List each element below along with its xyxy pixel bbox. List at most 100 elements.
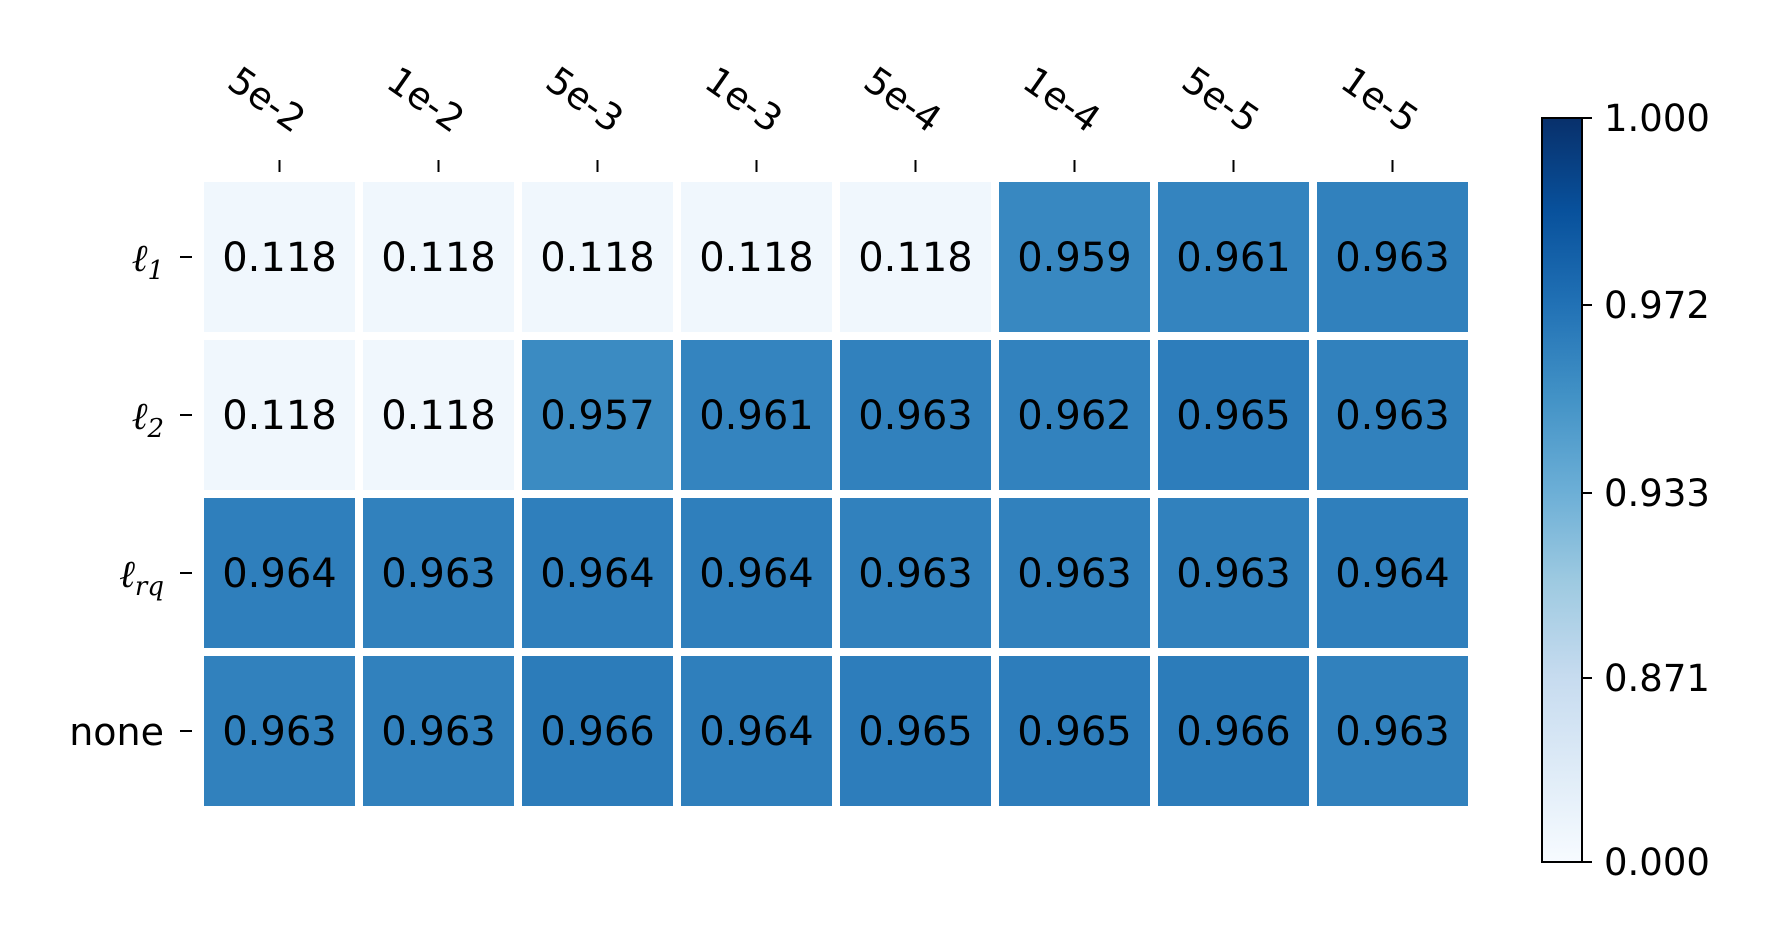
cell-value-label: 0.963 <box>858 551 973 597</box>
heatmap-cell: 0.963 <box>1158 498 1309 648</box>
cell-value-label: 0.118 <box>540 235 655 281</box>
cell-value-label: 0.962 <box>1017 393 1132 439</box>
heatmap-cell: 0.957 <box>522 340 673 490</box>
heatmap-cell: 0.965 <box>999 656 1150 806</box>
cell-rect <box>363 656 514 806</box>
cell-rect <box>999 340 1150 490</box>
y-tick-label-sub: rq <box>135 572 164 602</box>
heatmap-cell: 0.963 <box>204 656 355 806</box>
heatmap-cell: 0.963 <box>363 498 514 648</box>
cell-rect <box>840 182 991 332</box>
cell-rect <box>1158 182 1309 332</box>
cell-value-label: 0.963 <box>1335 393 1450 439</box>
heatmap-cell: 0.963 <box>363 656 514 806</box>
cell-value-label: 0.963 <box>1335 709 1450 755</box>
cell-rect <box>681 182 832 332</box>
cell-value-label: 0.966 <box>1176 709 1291 755</box>
heatmap-cell: 0.965 <box>840 656 991 806</box>
cell-rect <box>522 498 673 648</box>
cell-rect <box>840 656 991 806</box>
cell-value-label: 0.963 <box>381 551 496 597</box>
y-tick-label-sub: 2 <box>146 414 164 444</box>
cell-rect <box>1317 182 1468 332</box>
x-axis-ticks: 5e-2 1e-2 5e-3 1e-3 5e-4 1e-4 5e-5 1e-5 <box>220 58 1426 172</box>
cell-value-label: 0.118 <box>699 235 814 281</box>
cell-value-label: 0.118 <box>222 393 337 439</box>
cell-rect <box>1317 340 1468 490</box>
heatmap-cell: 0.963 <box>1317 656 1468 806</box>
cell-value-label: 0.963 <box>858 393 973 439</box>
cell-rect <box>681 340 832 490</box>
cell-value-label: 0.964 <box>699 551 814 597</box>
cell-value-label: 0.118 <box>381 393 496 439</box>
heatmap-cell: 0.961 <box>681 340 832 490</box>
cell-rect <box>363 498 514 648</box>
cell-value-label: 0.964 <box>540 551 655 597</box>
cell-rect <box>681 498 832 648</box>
cell-value-label: 0.118 <box>858 235 973 281</box>
heatmap-cell: 0.118 <box>204 340 355 490</box>
colorbar-tick-label: 0.871 <box>1604 657 1710 700</box>
cell-rect <box>522 340 673 490</box>
heatmap-cell: 0.118 <box>363 340 514 490</box>
x-tick-label: 5e-3 <box>538 58 631 141</box>
heatmap-cell: 0.964 <box>681 498 832 648</box>
cell-rect <box>1158 498 1309 648</box>
cell-value-label: 0.965 <box>1017 709 1132 755</box>
y-tick-label: ℓ2 <box>132 394 164 444</box>
cell-value-label: 0.963 <box>1017 551 1132 597</box>
heatmap-cell: 0.118 <box>681 182 832 332</box>
cell-rect <box>1158 340 1309 490</box>
cell-value-label: 0.963 <box>1176 551 1291 597</box>
colorbar-tick-label: 0.933 <box>1604 472 1710 515</box>
colorbar-tick-label: 1.000 <box>1604 97 1710 140</box>
heatmap-cell: 0.118 <box>840 182 991 332</box>
heatmap-cell: 0.964 <box>522 498 673 648</box>
heatmap-cell: 0.963 <box>1317 182 1468 332</box>
heatmap-cell: 0.964 <box>204 498 355 648</box>
cell-rect <box>999 182 1150 332</box>
cell-value-label: 0.963 <box>1335 235 1450 281</box>
x-tick-label: 1e-2 <box>379 58 472 141</box>
cell-value-label: 0.963 <box>222 709 337 755</box>
heatmap-cell: 0.964 <box>681 656 832 806</box>
y-tick-label-sub: 1 <box>147 256 164 286</box>
x-tick-label: 1e-4 <box>1015 58 1108 141</box>
y-tick-label: ℓrq <box>119 552 164 602</box>
cell-rect <box>681 656 832 806</box>
cell-value-label: 0.118 <box>381 235 496 281</box>
cell-value-label: 0.966 <box>540 709 655 755</box>
y-tick-label: none <box>69 710 164 754</box>
heatmap-cell: 0.963 <box>840 498 991 648</box>
heatmap-cell: 0.118 <box>204 182 355 332</box>
cell-rect <box>522 656 673 806</box>
heatmap-cell: 0.962 <box>999 340 1150 490</box>
colorbar-tick-label: 0.972 <box>1604 284 1710 327</box>
colorbar: 1.000 0.972 0.933 0.871 0.000 <box>1541 97 1710 884</box>
heatmap-cell: 0.963 <box>1317 340 1468 490</box>
cell-rect <box>1317 656 1468 806</box>
cell-rect <box>522 182 673 332</box>
cell-value-label: 0.959 <box>1017 235 1132 281</box>
cell-rect <box>204 340 355 490</box>
cell-rect <box>204 498 355 648</box>
cell-value-label: 0.964 <box>699 709 814 755</box>
heatmap-cell: 0.963 <box>840 340 991 490</box>
cell-rect <box>840 498 991 648</box>
y-tick-label: ℓ1 <box>132 236 164 286</box>
heatmap-cell: 0.965 <box>1158 340 1309 490</box>
heatmap-cell: 0.959 <box>999 182 1150 332</box>
heatmap-cell: 0.963 <box>999 498 1150 648</box>
cell-rect <box>999 498 1150 648</box>
heatmap-cell: 0.964 <box>1317 498 1468 648</box>
x-tick-label: 5e-2 <box>220 58 313 141</box>
cell-value-label: 0.961 <box>1176 235 1291 281</box>
heatmap-cell: 0.118 <box>363 182 514 332</box>
cell-value-label: 0.957 <box>540 393 655 439</box>
colorbar-tick-label: 0.000 <box>1604 841 1710 884</box>
cell-value-label: 0.965 <box>1176 393 1291 439</box>
cell-rect <box>204 656 355 806</box>
cell-value-label: 0.965 <box>858 709 973 755</box>
cell-rect <box>204 182 355 332</box>
